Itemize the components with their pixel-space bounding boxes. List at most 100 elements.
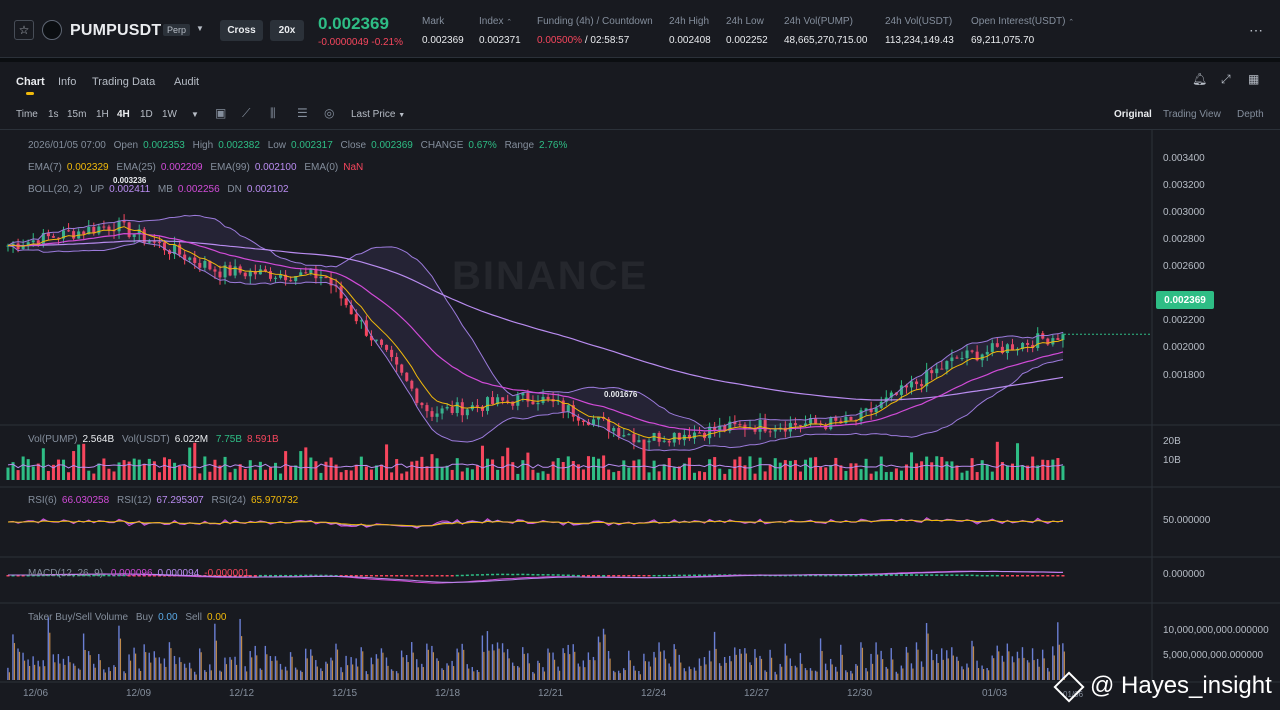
interval-time[interactable]: Time — [16, 109, 38, 120]
taker-sell-bar — [114, 666, 116, 680]
target-icon[interactable]: ◎ — [324, 106, 335, 120]
macd-histogram-bar — [491, 573, 495, 576]
volume-bar — [910, 452, 914, 480]
calendar-icon[interactable]: ▣ — [215, 106, 227, 120]
taker-sell-bar — [856, 665, 858, 680]
macd-histogram-bar — [87, 574, 91, 577]
volume-bar — [1046, 460, 1050, 480]
view-depth[interactable]: Depth — [1237, 109, 1264, 120]
macd-histogram-bar — [142, 575, 146, 577]
leverage-button[interactable]: 20x — [270, 20, 304, 41]
volume-bar — [703, 472, 707, 480]
more-icon[interactable]: ⋯ — [1249, 22, 1264, 38]
interval-1w[interactable]: 1W — [162, 109, 177, 120]
alert-bell-icon[interactable]: 🔔︎ — [1192, 72, 1208, 86]
volume-bar — [364, 466, 368, 480]
volume-bar — [985, 465, 989, 480]
taker-buy-bar — [946, 650, 948, 680]
view-trading-view[interactable]: Trading View — [1163, 109, 1221, 120]
candle-body — [874, 407, 878, 413]
volume-bar — [899, 470, 903, 480]
interval-1s[interactable]: 1s — [48, 109, 59, 120]
macd-histogram-bar — [985, 574, 989, 577]
volume-bar — [849, 463, 853, 480]
volume-bar — [647, 472, 651, 480]
date-label: 12/09 — [126, 688, 152, 699]
macd-histogram-bar — [274, 574, 278, 577]
taker-sell-bar — [796, 667, 798, 680]
taker-sell-bar — [770, 657, 773, 680]
candle-body — [667, 440, 671, 443]
indicator-icon[interactable]: ⟋ — [242, 106, 251, 120]
macd-histogram-bar — [501, 573, 505, 576]
taker-sell-bar — [720, 665, 722, 680]
macd-histogram-bar — [233, 575, 237, 577]
view-original[interactable]: Original — [1114, 109, 1152, 120]
taker-sell-bar — [160, 663, 162, 680]
interval-1d[interactable]: 1D — [140, 109, 153, 120]
chart-toolbar: Time 1s 15m 1H 4H 1D 1W ▼ ▣ ⟋ ⫼ ☰ ◎ Last… — [0, 98, 1280, 130]
candle-body — [506, 400, 510, 402]
tab-chart[interactable]: Chart — [16, 76, 45, 88]
date-label: 12/21 — [538, 688, 564, 699]
stat-index[interactable]: Index ⌃ 0.002371 — [479, 16, 521, 46]
tab-audit[interactable]: Audit — [174, 76, 200, 88]
layout-grid-icon[interactable]: ▦ — [1248, 72, 1260, 86]
volume-bar — [1021, 465, 1025, 480]
taker-sell-bar — [982, 668, 985, 680]
macd-histogram-bar — [31, 574, 35, 577]
price-type-select[interactable]: Last Price ▼ — [351, 109, 406, 120]
macd-histogram-bar — [955, 574, 959, 576]
taker-sell-bar — [538, 663, 540, 680]
taker-buy-bar — [794, 665, 797, 680]
stat-open-interest[interactable]: Open Interest(USDT) ⌃ 69,211,075.70 — [971, 16, 1075, 46]
taker-buy-bar — [920, 661, 923, 680]
symbol-dropdown-icon[interactable]: ▼ — [196, 24, 204, 33]
candle-body — [935, 368, 939, 374]
volume-bar — [304, 447, 308, 480]
candle-body — [223, 265, 227, 278]
macd-histogram-bar — [910, 574, 914, 576]
date-label: 12/15 — [332, 688, 358, 699]
candle-body — [1036, 333, 1040, 349]
macd-histogram-bar — [1010, 575, 1014, 577]
interval-more-icon[interactable]: ▼ — [191, 110, 199, 119]
macd-histogram-bar — [1005, 575, 1009, 577]
volume-bar — [1041, 459, 1045, 480]
taker-buy-bar — [219, 670, 221, 680]
settings-sliders-icon[interactable]: ☰ — [297, 106, 308, 120]
candle-body — [869, 408, 873, 413]
taker-buy-bar — [158, 657, 161, 680]
taker-sell-bar — [452, 666, 455, 680]
macd-histogram-bar — [829, 574, 833, 577]
tab-info[interactable]: Info — [58, 76, 77, 88]
volume-bar — [763, 471, 767, 480]
volume-bar — [869, 473, 873, 480]
symbol-name[interactable]: PUMPUSDT — [70, 22, 162, 39]
tab-trading-data[interactable]: Trading Data — [92, 76, 156, 88]
taker-buy-bar — [350, 657, 352, 680]
fullscreen-icon[interactable]: ⤢ — [1221, 72, 1231, 86]
taker-buy-bar — [118, 625, 120, 680]
favorite-star-icon[interactable]: ☆ — [14, 20, 34, 40]
interval-4h[interactable]: 4H — [117, 109, 130, 120]
taker-buy-bar — [547, 648, 549, 680]
interval-1h[interactable]: 1H — [96, 109, 109, 120]
interval-15m[interactable]: 15m — [67, 109, 87, 120]
taker-buy-bar — [22, 652, 24, 680]
taker-sell-bar — [937, 662, 939, 680]
taker-buy-bar — [446, 663, 448, 680]
taker-buy-bar — [27, 659, 29, 680]
taker-sell-bar — [609, 658, 611, 680]
taker-buy-bar — [486, 631, 489, 680]
margin-mode-button[interactable]: Cross — [220, 20, 263, 41]
candle-type-icon[interactable]: ⫼ — [270, 106, 276, 120]
taker-buy-bar — [128, 654, 130, 680]
taker-sell-bar — [786, 655, 788, 680]
candle-body — [839, 420, 843, 424]
volume-bar — [536, 472, 540, 480]
taker-buy-bar — [910, 663, 913, 680]
candle-body — [955, 357, 959, 359]
volume-bar — [233, 468, 237, 480]
